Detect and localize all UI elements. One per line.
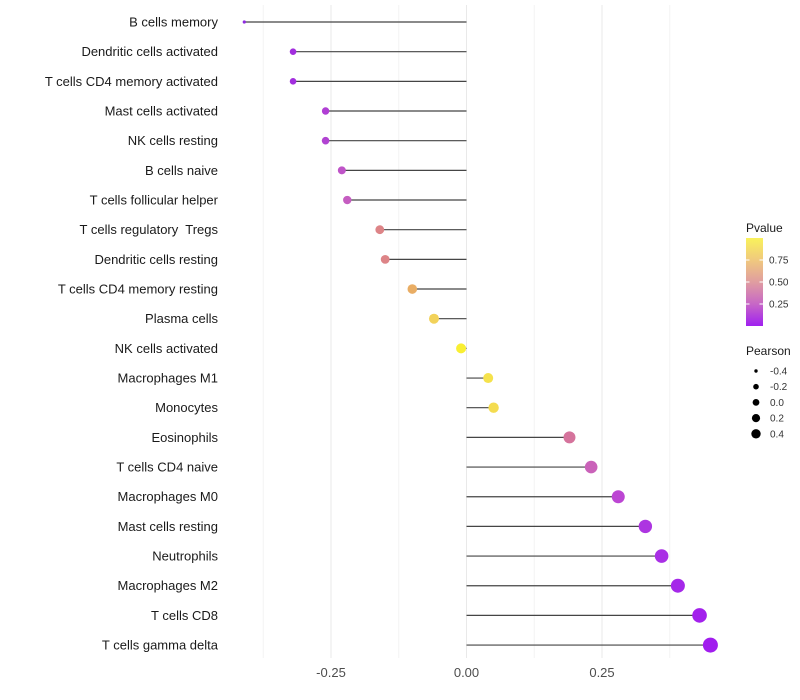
pvalue-tick-label: 0.25 (769, 300, 789, 311)
category-label: Mast cells activated (105, 104, 218, 119)
lollipop-dot (289, 78, 297, 85)
category-label: Dendritic cells activated (81, 44, 218, 59)
pearson-size-dot (753, 383, 759, 390)
category-label: Macrophages M0 (118, 489, 218, 504)
category-label: Macrophages M1 (118, 371, 218, 386)
lollipop-dot (483, 373, 494, 384)
pearson-size-dot (751, 429, 761, 439)
x-tick-label: 0.00 (454, 665, 479, 680)
category-label: Monocytes (155, 400, 218, 415)
pearson-size-label: -0.2 (770, 382, 788, 393)
pearson-size-label: 0.0 (770, 398, 784, 409)
lollipop-dot (289, 48, 297, 55)
category-label: NK cells activated (115, 341, 218, 356)
category-label: Plasma cells (145, 311, 218, 326)
pearson-size-dot (754, 369, 758, 373)
lollipop-dot (321, 107, 330, 115)
category-label: Eosinophils (152, 430, 219, 445)
category-label: Macrophages M2 (118, 578, 218, 593)
pearson-size-label: -0.4 (770, 367, 788, 378)
category-label: T cells gamma delta (102, 638, 219, 653)
lollipop-dot (456, 343, 467, 354)
lollipop-dot (654, 549, 669, 563)
lollipop-dot (242, 20, 246, 24)
lollipop-dot (611, 490, 625, 504)
pvalue-tick-label: 0.50 (769, 278, 789, 289)
lollipop-dot (692, 608, 707, 623)
pearson-size-label: 0.2 (770, 414, 784, 425)
category-label: Mast cells resting (118, 519, 218, 534)
category-label: T cells follicular helper (90, 193, 219, 208)
category-label: T cells CD4 naive (116, 460, 218, 475)
lollipop-dot (321, 136, 330, 145)
pearson-legend-title: Pearson (746, 344, 791, 358)
category-label: T cells regulatory Tregs (80, 222, 219, 237)
category-label: T cells CD4 memory resting (58, 282, 218, 297)
category-label: Neutrophils (152, 549, 218, 564)
pearson-size-dot (752, 399, 760, 406)
pvalue-tick-label: 0.75 (769, 256, 789, 267)
lollipop-dot (428, 313, 439, 324)
category-label: NK cells resting (128, 133, 218, 148)
lollipop-dot (670, 578, 685, 593)
category-label: B cells memory (129, 15, 218, 30)
lollipop-dot (407, 284, 418, 294)
pearson-size-dot (751, 414, 761, 423)
category-label: T cells CD4 memory activated (45, 74, 218, 89)
lollipop-dot (638, 519, 653, 534)
x-tick-label: -0.25 (316, 665, 346, 680)
pvalue-legend-title: Pvalue (746, 221, 783, 235)
lollipop-dot (343, 195, 352, 205)
lollipop-dot (702, 637, 718, 653)
lollipop-dot (584, 460, 598, 474)
category-label: Dendritic cells resting (94, 252, 218, 267)
pvalue-colorbar (746, 238, 763, 326)
category-label: T cells CD8 (151, 608, 218, 623)
category-label: B cells naive (145, 163, 218, 178)
x-tick-label: 0.25 (589, 665, 614, 680)
lollipop-dot (337, 166, 346, 175)
lollipop-dot (380, 254, 390, 264)
lollipop-dot (563, 431, 576, 444)
lollipop-dot (375, 225, 385, 235)
lollipop-dot (488, 402, 499, 413)
pearson-size-label: 0.4 (770, 429, 784, 440)
